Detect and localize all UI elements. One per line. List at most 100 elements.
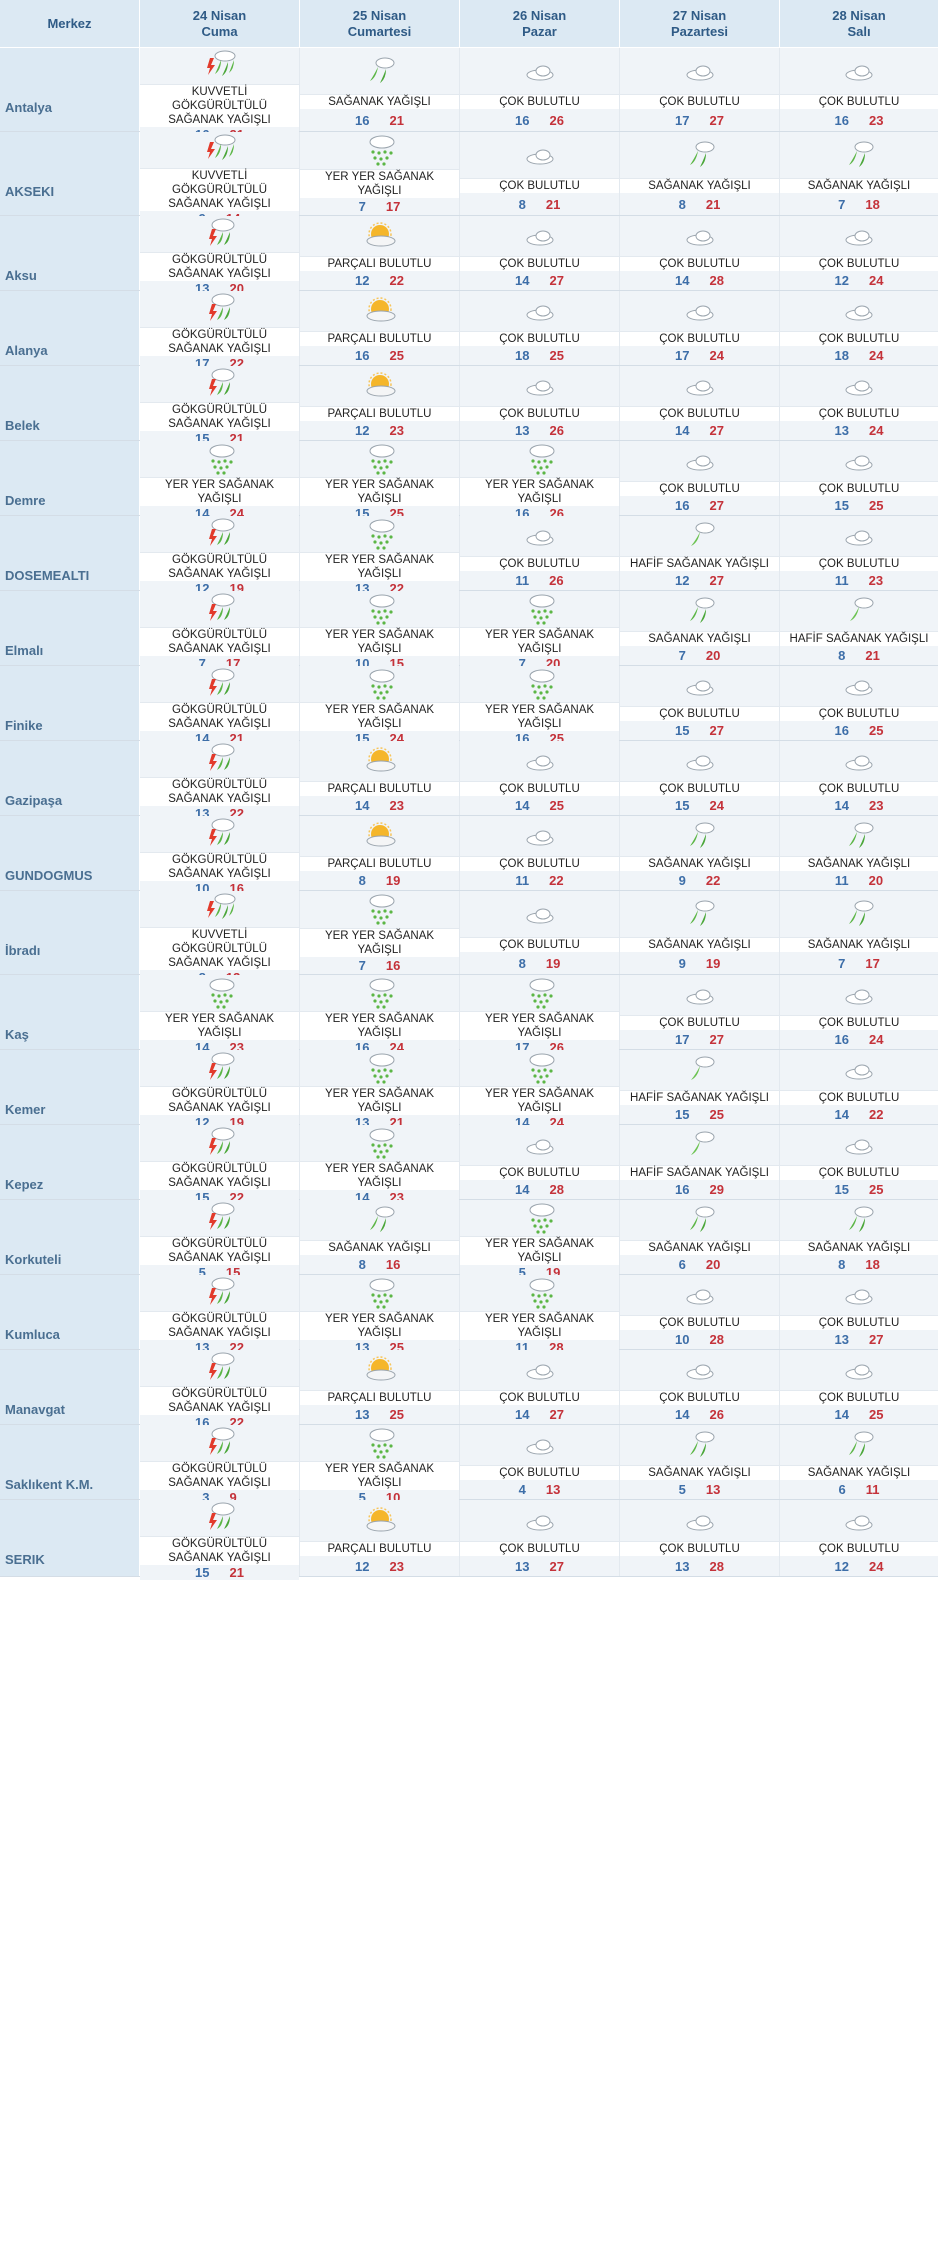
forecast-cell: ÇOK BULUTLU 13 27 — [780, 1275, 938, 1349]
max-temperature: 17 — [385, 198, 401, 214]
weather-description: HAFİF SAĞANAK YAĞIŞLI — [630, 557, 769, 570]
weather-description: SAĞANAK YAĞIŞLI — [648, 180, 751, 192]
scattered-showers-icon — [529, 978, 554, 1009]
city-name[interactable]: DOSEMEALTI — [5, 568, 90, 583]
city-cell: Kepez — [0, 1125, 140, 1199]
city-name[interactable]: SERIK — [5, 1552, 45, 1567]
max-temperature: 20 — [705, 1256, 721, 1272]
weather-description: GÖKGÜRÜLTÜLÜ SAĞANAK YAĞIŞLI — [168, 254, 271, 280]
cloudy-icon — [526, 1515, 553, 1531]
forecast-cell: GÖKGÜRÜLTÜLÜ SAĞANAK YAĞIŞLI 12 19 — [140, 1050, 300, 1130]
max-temperature: 21 — [865, 647, 880, 663]
icon-band — [140, 1125, 299, 1162]
min-temperature: 5 — [358, 1490, 366, 1505]
city-name[interactable]: Kaş — [5, 1027, 29, 1042]
max-temperature: 26 — [549, 422, 564, 438]
cloudy-icon — [845, 1364, 873, 1380]
icon-band — [300, 741, 459, 782]
city-name[interactable]: Korkuteli — [5, 1252, 62, 1267]
weather-description: KUVVETLİ GÖKGÜRÜLTÜLÜ SAĞANAK YAĞIŞLI — [168, 170, 271, 210]
icon-band — [300, 291, 459, 332]
city-name[interactable]: Alanya — [5, 343, 48, 358]
city-name[interactable]: Kepez — [5, 1177, 44, 1192]
forecast-cell: ÇOK BULUTLU 16 23 — [780, 48, 938, 131]
cloudy-icon — [526, 1139, 553, 1155]
min-temperature: 7 — [198, 656, 206, 671]
partly-cloudy-icon — [366, 297, 395, 322]
min-temperature: 13 — [515, 1558, 530, 1574]
weather-description: PARÇALI BULUTLU — [327, 1543, 432, 1556]
icon-band — [460, 291, 619, 332]
weather-description: ÇOK BULUTLU — [499, 557, 580, 570]
icon-band — [300, 1050, 459, 1087]
max-temperature: 23 — [869, 112, 884, 128]
forecast-cell: YER YER SAĞANAK YAĞIŞLI 5 10 — [300, 1425, 460, 1505]
max-temperature: 27 — [709, 112, 724, 128]
city-name[interactable]: Kemer — [5, 1102, 46, 1117]
min-temperature: 11 — [515, 572, 530, 588]
weather-description: YER YER SAĞANAK YAĞIŞLI — [484, 704, 595, 730]
icon-band — [300, 1500, 459, 1543]
icon-band — [140, 891, 299, 928]
icon-band — [780, 216, 938, 257]
icon-band — [620, 441, 779, 482]
header-date: 28 Nisan — [832, 7, 886, 23]
icon-band — [620, 291, 779, 332]
city-name[interactable]: Manavgat — [5, 1402, 65, 1417]
weather-description: ÇOK BULUTLU — [659, 257, 740, 270]
forecast-cell: YER YER SAĞANAK YAĞIŞLI 7 17 — [300, 132, 460, 215]
weather-description: YER YER SAĞANAK YAĞIŞLI — [324, 554, 435, 580]
city-cell: Manavgat — [0, 1350, 140, 1424]
icon-band — [140, 1500, 299, 1537]
forecast-cell: YER YER SAĞANAK YAĞIŞLI 10 15 — [300, 591, 460, 671]
light-showers-icon — [690, 522, 714, 546]
temperature-range: 14 27 — [460, 1404, 619, 1424]
city-name[interactable]: Kumluca — [5, 1327, 60, 1342]
header-date: 27 Nisan — [672, 7, 727, 23]
table-row: Elmalı GÖKGÜRÜLTÜLÜ SAĞANAK YAĞIŞLI 7 17 YER… — [0, 591, 938, 671]
min-temperature: 14 — [515, 1406, 530, 1422]
temperature-range: 12 24 — [780, 1556, 938, 1576]
city-name[interactable]: Aksu — [5, 268, 37, 283]
temperature-range: 17 24 — [620, 345, 779, 365]
weather-description: SAĞANAK YAĞIŞLI — [807, 180, 911, 192]
min-temperature: 9 — [678, 955, 686, 971]
city-cell: AKSEKI — [0, 132, 140, 215]
city-name[interactable]: Belek — [5, 418, 40, 433]
forecast-cell: ÇOK BULUTLU 15 27 — [620, 666, 780, 740]
cloudy-icon — [845, 305, 873, 321]
forecast-cell: PARÇALI BULUTLU 12 23 — [300, 366, 460, 440]
cloudy-icon — [686, 65, 713, 81]
forecast-cell: GÖKGÜRÜLTÜLÜ SAĞANAK YAĞIŞLI 17 22 — [140, 291, 300, 371]
thunder-rain-icon — [208, 818, 234, 846]
city-name[interactable]: Elmalı — [5, 643, 44, 658]
city-name[interactable]: Gazipaşa — [5, 793, 63, 808]
min-temperature: 8 — [838, 647, 846, 663]
icon-band — [300, 1275, 459, 1312]
icon-band — [460, 975, 619, 1012]
city-name[interactable]: GUNDOGMUS — [5, 868, 93, 883]
thunder-rain-icon — [208, 1427, 234, 1455]
min-temperature: 16 — [355, 347, 370, 363]
city-name[interactable]: Demre — [5, 493, 46, 508]
city-name[interactable]: Finike — [5, 718, 43, 733]
temperature-range: 7 17 — [300, 197, 459, 215]
cloudy-icon — [526, 755, 553, 771]
city-cell: Elmalı — [0, 591, 140, 665]
forecast-cell: YER YER SAĞANAK YAĞIŞLI 16 25 — [460, 666, 620, 746]
table-row: SERIK GÖKGÜRÜLTÜLÜ SAĞANAK YAĞIŞLI 15 21 PAR… — [0, 1500, 938, 1580]
temperature-range: 17 27 — [620, 1029, 779, 1049]
city-name[interactable]: Saklıkent K.M. — [5, 1477, 94, 1492]
header-date: 25 Nisan — [352, 7, 407, 23]
icon-band — [140, 591, 299, 628]
icon-band — [300, 132, 459, 170]
city-cell: Demre — [0, 441, 140, 515]
weather-description: PARÇALI BULUTLU — [327, 332, 432, 345]
city-name[interactable]: Antalya — [5, 100, 52, 115]
temperature-range: 7 17 — [780, 952, 938, 974]
forecast-cell: ÇOK BULUTLU 14 28 — [620, 216, 780, 290]
city-name[interactable]: AKSEKI — [5, 184, 55, 199]
city-name[interactable]: İbradı — [5, 943, 41, 958]
max-temperature: 9 — [229, 1490, 237, 1505]
min-temperature: 8 — [518, 196, 526, 212]
